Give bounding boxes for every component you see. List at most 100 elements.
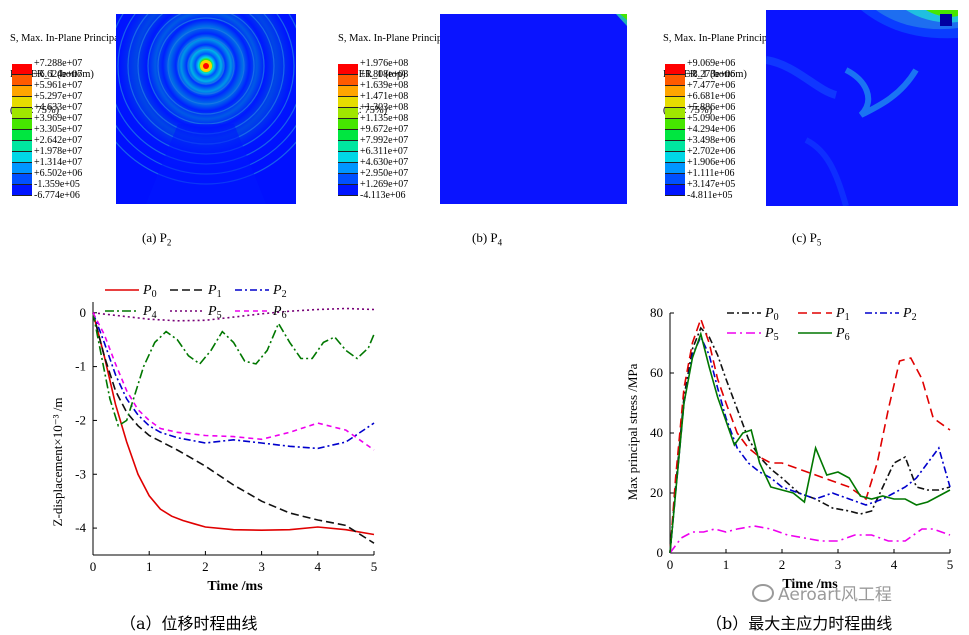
series-line-p6 bbox=[669, 331, 951, 554]
contour-title-line: S, Max. In-Plane Principal bbox=[10, 33, 122, 44]
contour-image-c bbox=[766, 10, 958, 206]
legend-value: +6.681e+06 bbox=[687, 91, 736, 102]
legend-swatch bbox=[12, 152, 32, 163]
legend-swatch bbox=[665, 97, 685, 108]
series-line-p1 bbox=[669, 316, 951, 554]
legend-swatch bbox=[338, 130, 358, 141]
legend-swatch bbox=[338, 75, 358, 86]
legend-label-p6: P6 bbox=[835, 326, 850, 343]
series-line-p2 bbox=[92, 312, 375, 450]
contour-title-line: LAYER_1 (bottom) bbox=[663, 69, 747, 80]
legend-swatch bbox=[338, 108, 358, 119]
legend-value: +1.978e+07 bbox=[34, 146, 83, 157]
contour-title-line: S, Max. In-Plane Principal bbox=[663, 33, 775, 44]
legend-swatch bbox=[12, 86, 32, 97]
legend-swatch bbox=[665, 108, 685, 119]
legend-label-letter: P bbox=[902, 306, 912, 321]
contour-title-line: S, Max. In-Plane Principal bbox=[338, 33, 450, 44]
x-tick-label: 4 bbox=[891, 557, 898, 572]
legend-swatch bbox=[12, 75, 32, 86]
legend-swatch bbox=[12, 108, 32, 119]
legend-swatch bbox=[338, 64, 358, 75]
y-tick-label: -4 bbox=[75, 520, 86, 535]
y-tick-label: 0 bbox=[80, 305, 87, 320]
legend-label-p1: P1 bbox=[207, 283, 222, 300]
chart-b-caption: （b）最大主应力时程曲线 bbox=[706, 614, 893, 633]
legend-value: +3.305e+07 bbox=[34, 124, 83, 135]
legend-label-letter: P bbox=[764, 326, 774, 341]
legend-label-subscript: 5 bbox=[774, 332, 779, 343]
legend-swatch bbox=[665, 64, 685, 75]
legend-value: +5.886e+06 bbox=[687, 102, 736, 113]
x-tick-label: 5 bbox=[371, 559, 378, 574]
contour-plot-b bbox=[440, 14, 627, 204]
series-line-p5 bbox=[92, 307, 375, 322]
series-line-p4 bbox=[92, 312, 375, 428]
y-tick-label: 0 bbox=[657, 545, 664, 560]
y-tick-label: -1 bbox=[75, 359, 86, 374]
legend-value: -1.359e+05 bbox=[34, 179, 80, 190]
legend-value: +9.672e+07 bbox=[360, 124, 409, 135]
x-tick-label: 1 bbox=[723, 557, 730, 572]
legend-value: +1.135e+08 bbox=[360, 113, 409, 124]
legend-label-letter: P bbox=[142, 283, 152, 298]
legend-value: +4.630e+07 bbox=[360, 157, 409, 168]
y-tick-label: 20 bbox=[650, 485, 663, 500]
legend-swatch bbox=[665, 152, 685, 163]
legend-value: +9.069e+06 bbox=[687, 58, 736, 69]
chart-b-x-label: Time /ms bbox=[782, 577, 838, 592]
legend-value: -6.774e+06 bbox=[34, 190, 80, 201]
legend-swatch bbox=[12, 185, 32, 196]
legend-value: +4.294e+06 bbox=[687, 124, 736, 135]
legend-value: +2.642e+07 bbox=[34, 135, 83, 146]
legend-label-letter: P bbox=[272, 283, 282, 298]
legend-value: +6.311e+07 bbox=[360, 146, 408, 157]
legend-swatch bbox=[338, 185, 358, 196]
legend-swatch bbox=[12, 119, 32, 130]
legend-swatch bbox=[338, 141, 358, 152]
legend-swatch bbox=[338, 119, 358, 130]
legend-label-letter: P bbox=[764, 306, 774, 321]
legend-value: +3.498e+06 bbox=[687, 135, 736, 146]
chart-b-y-label: Max principal stress /MPa bbox=[625, 363, 640, 500]
contour-image-b bbox=[616, 14, 627, 26]
legend-value: +1.269e+07 bbox=[360, 179, 409, 190]
legend-value: +7.477e+06 bbox=[687, 80, 736, 91]
legend-label-subscript: 6 bbox=[282, 310, 287, 321]
legend-swatch bbox=[12, 141, 32, 152]
legend-value: +3.969e+07 bbox=[34, 113, 83, 124]
legend-swatch bbox=[338, 86, 358, 97]
legend-label-p2: P2 bbox=[902, 306, 917, 323]
legend-swatch bbox=[665, 185, 685, 196]
legend-swatch bbox=[665, 141, 685, 152]
contour-plot-c bbox=[766, 10, 958, 206]
legend-value: +6.624e+07 bbox=[34, 69, 83, 80]
legend-label-letter: P bbox=[835, 326, 845, 341]
legend-label-p6: P6 bbox=[272, 304, 287, 321]
legend-label-letter: P bbox=[207, 304, 217, 319]
y-tick-label: 60 bbox=[650, 365, 663, 380]
x-tick-label: 2 bbox=[202, 559, 209, 574]
legend-value: +3.147e+05 bbox=[687, 179, 736, 190]
legend-swatch bbox=[665, 86, 685, 97]
legend-swatch bbox=[338, 174, 358, 185]
legend-label-letter: P bbox=[272, 304, 282, 319]
x-tick-label: 0 bbox=[90, 559, 97, 574]
legend-swatch bbox=[338, 97, 358, 108]
legend-value: +1.976e+08 bbox=[360, 58, 409, 69]
legend-label-subscript: 1 bbox=[217, 289, 222, 300]
x-tick-label: 2 bbox=[779, 557, 786, 572]
legend-value: +7.992e+07 bbox=[360, 135, 409, 146]
legend-value: +6.502e+06 bbox=[34, 168, 83, 179]
legend-value: +1.906e+06 bbox=[687, 157, 736, 168]
legend-swatch bbox=[665, 163, 685, 174]
x-tick-label: 3 bbox=[835, 557, 842, 572]
x-tick-label: 1 bbox=[146, 559, 153, 574]
series-line-p5 bbox=[669, 525, 951, 554]
legend-swatch bbox=[12, 97, 32, 108]
legend-value: +1.111e+06 bbox=[687, 168, 735, 179]
legend-value: +7.288e+07 bbox=[34, 58, 83, 69]
legend-label-p1: P1 bbox=[835, 306, 850, 323]
series-line-p1 bbox=[92, 312, 375, 544]
